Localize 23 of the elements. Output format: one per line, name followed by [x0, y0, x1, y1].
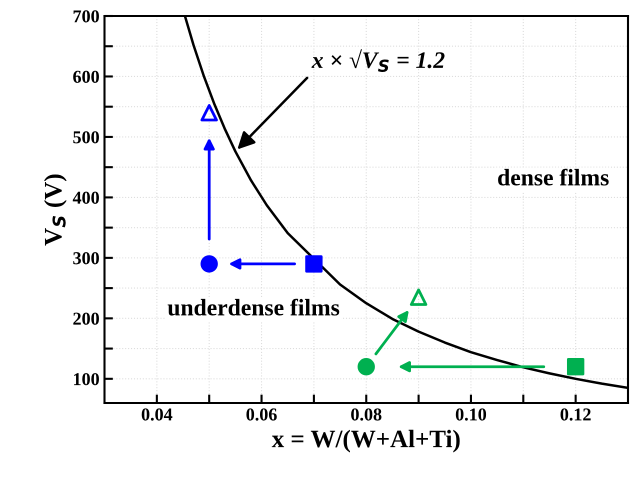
y-tick-label: 100 — [74, 373, 99, 386]
point — [200, 255, 218, 273]
x-tick-label: 0.08 — [351, 408, 382, 421]
point — [305, 255, 323, 273]
x-tick-label: 0.12 — [560, 408, 591, 421]
annotation: x × √V$_{S}$ = 1.2 — [311, 49, 445, 72]
y-tick-label: 400 — [72, 192, 99, 204]
point — [200, 104, 218, 122]
point — [358, 358, 375, 376]
annotation: underdense films — [168, 298, 340, 316]
point — [566, 358, 584, 376]
x-tick-label: 0.04 — [142, 408, 172, 421]
x-axis-title: x = W/(W+Al+Ti) — [272, 430, 460, 452]
x-tick-label: 0.10 — [456, 408, 486, 421]
y-tick-label: 500 — [73, 131, 99, 144]
y-tick-label: 600 — [73, 70, 99, 83]
y-tick-label: 300 — [73, 252, 99, 264]
point — [410, 288, 428, 306]
y-tick-label: 200 — [73, 312, 99, 325]
x-tick-label: 0.06 — [246, 408, 277, 421]
y-axis-title: V$_{S}$ (V) — [44, 174, 67, 246]
y-tick-label: 700 — [74, 10, 99, 22]
annotation: dense films — [498, 168, 609, 186]
